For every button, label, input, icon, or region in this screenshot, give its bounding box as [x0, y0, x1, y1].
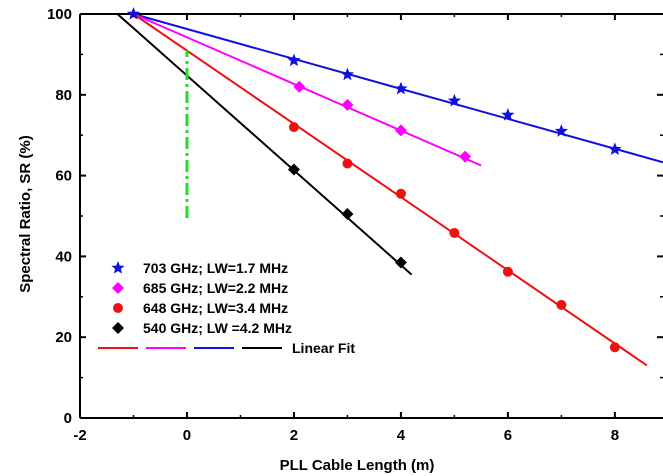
- data-point: [340, 67, 355, 81]
- x-axis-label: PLL Cable Length (m): [280, 457, 435, 474]
- legend-marker: [112, 282, 124, 294]
- data-point: [459, 150, 472, 163]
- legend-label: 648 GHz; LW=3.4 MHz: [143, 300, 288, 316]
- y-axis-label: Spectral Ratio, SR (%): [17, 135, 34, 293]
- fit-line: [116, 13, 413, 276]
- x-tick-label: 2: [290, 427, 298, 444]
- x-tick-label: 6: [504, 427, 512, 444]
- y-tick-label: 40: [55, 248, 72, 265]
- data-point: [293, 80, 306, 93]
- data-point: [394, 124, 407, 137]
- legend: 703 GHz; LW=1.7 MHz 685 GHz; LW=2.2 MHz 64…: [98, 260, 355, 356]
- data-point: [341, 98, 354, 111]
- legend-label: 540 GHz; LW =4.2 MHz: [143, 320, 292, 336]
- data-point: [447, 93, 462, 107]
- x-tick-label: 8: [611, 427, 619, 444]
- data-point: [554, 124, 569, 137]
- data-point: [609, 342, 620, 353]
- y-tick-label: 100: [47, 6, 72, 23]
- legend-fit-label: Linear Fit: [292, 340, 355, 356]
- data-point: [395, 188, 406, 199]
- x-tick-label: -2: [73, 427, 86, 444]
- data-point: [501, 108, 515, 121]
- y-tick-label: 60: [55, 168, 72, 185]
- data-point: [394, 256, 407, 269]
- x-tick-label: 4: [397, 427, 406, 444]
- data-point: [556, 299, 567, 310]
- data-point: [502, 266, 513, 277]
- y-tick-label: 0: [64, 410, 72, 427]
- data-point: [449, 227, 460, 238]
- data-point: [126, 7, 141, 20]
- fit-line: [133, 13, 482, 167]
- x-tick-label: 0: [183, 427, 191, 444]
- data-point: [342, 158, 353, 169]
- legend-label: 685 GHz; LW=2.2 MHz: [143, 280, 288, 296]
- legend-marker: [113, 303, 123, 313]
- y-tick-label: 80: [55, 87, 72, 104]
- data-point: [288, 122, 299, 133]
- data-point: [608, 142, 622, 155]
- data-point: [394, 81, 408, 95]
- y-tick-label: 20: [55, 329, 72, 346]
- data-markers: [126, 7, 622, 353]
- data-point: [341, 207, 354, 220]
- plot-frame: [79, 13, 663, 419]
- legend-marker: [111, 261, 125, 274]
- data-point: [287, 53, 301, 67]
- legend-marker: [112, 322, 124, 334]
- data-point: [287, 163, 300, 176]
- legend-label: 703 GHz; LW=1.7 MHz: [143, 260, 288, 276]
